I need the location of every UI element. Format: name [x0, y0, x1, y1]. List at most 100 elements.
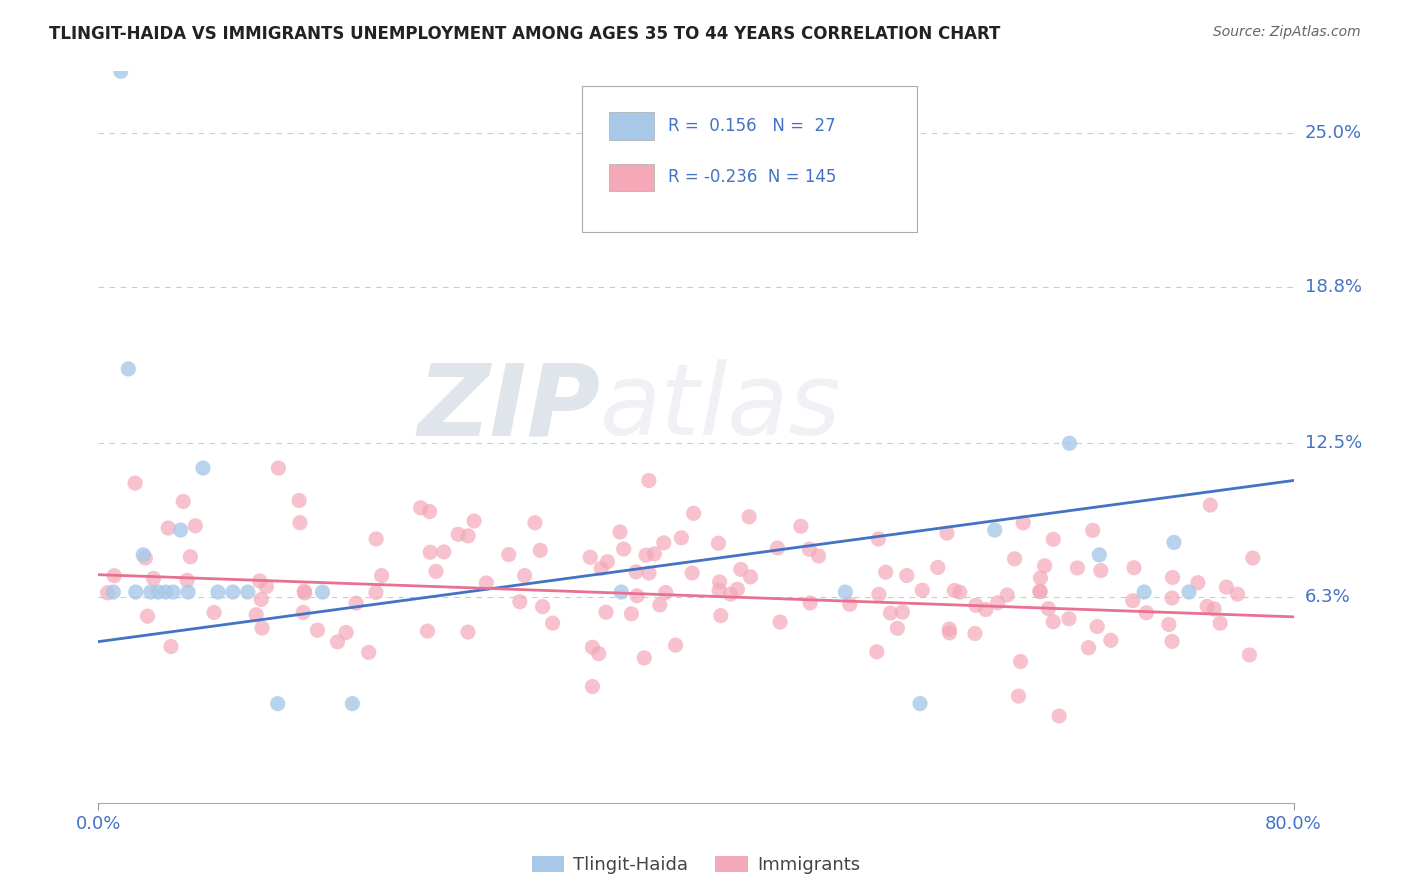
Point	[172, 494, 194, 508]
Point	[157, 521, 180, 535]
Text: R = -0.236  N = 145: R = -0.236 N = 145	[668, 169, 837, 186]
Point	[1004, 551, 1026, 566]
Text: Source: ZipAtlas.com: Source: ZipAtlas.com	[1213, 25, 1361, 39]
Point	[868, 532, 890, 546]
Point	[908, 697, 931, 711]
Point	[176, 574, 198, 588]
Point	[125, 585, 148, 599]
Point	[834, 585, 856, 599]
Point	[579, 550, 602, 565]
Point	[1133, 585, 1156, 599]
Point	[433, 545, 456, 559]
Point	[254, 580, 277, 594]
Point	[364, 585, 387, 599]
Point	[633, 651, 655, 665]
Point	[342, 697, 364, 711]
Point	[609, 524, 631, 539]
Point	[307, 623, 329, 637]
Point	[207, 585, 229, 599]
Point	[498, 548, 520, 562]
Point	[1161, 634, 1184, 648]
Point	[581, 640, 603, 655]
Point	[866, 645, 889, 659]
Point	[707, 583, 730, 598]
Point	[1042, 615, 1064, 629]
Point	[541, 616, 564, 631]
Point	[799, 542, 821, 557]
Point	[636, 548, 658, 562]
Point	[463, 514, 485, 528]
Point	[1090, 564, 1112, 578]
Point	[162, 585, 184, 599]
Point	[891, 605, 914, 619]
Point	[1029, 584, 1052, 599]
Text: 6.3%: 6.3%	[1305, 588, 1350, 606]
Legend: Tlingit-Haida, Immigrants: Tlingit-Haida, Immigrants	[524, 849, 868, 881]
Point	[1161, 591, 1184, 605]
Point	[1029, 571, 1052, 585]
Point	[288, 493, 311, 508]
Text: TLINGIT-HAIDA VS IMMIGRANTS UNEMPLOYMENT AMONG AGES 35 TO 44 YEARS CORRELATION C: TLINGIT-HAIDA VS IMMIGRANTS UNEMPLOYMENT…	[49, 25, 1001, 43]
Point	[620, 607, 643, 621]
Point	[1081, 524, 1104, 538]
Text: ZIP: ZIP	[418, 359, 600, 457]
Point	[1122, 593, 1144, 607]
Point	[665, 638, 688, 652]
Point	[868, 587, 890, 601]
Point	[927, 560, 949, 574]
Point	[1099, 633, 1122, 648]
Point	[509, 595, 531, 609]
Point	[613, 542, 636, 557]
Point	[292, 584, 315, 599]
Point	[416, 624, 439, 639]
Point	[236, 585, 259, 599]
Point	[965, 599, 987, 613]
Point	[638, 566, 661, 580]
Point	[886, 621, 908, 635]
Point	[370, 568, 392, 582]
Point	[1199, 498, 1222, 512]
Point	[475, 576, 498, 591]
Point	[588, 647, 610, 661]
Point	[366, 532, 388, 546]
Point	[357, 645, 380, 659]
Point	[531, 599, 554, 614]
Point	[995, 588, 1018, 602]
Point	[1038, 601, 1060, 615]
Point	[610, 585, 633, 599]
Point	[707, 536, 730, 550]
Point	[1163, 535, 1185, 549]
Point	[936, 526, 959, 541]
Point	[911, 583, 934, 598]
Point	[249, 574, 271, 588]
Point	[591, 561, 613, 575]
Point	[222, 585, 245, 599]
Point	[513, 568, 536, 582]
Point	[984, 523, 1007, 537]
Point	[879, 606, 901, 620]
Text: R =  0.156   N =  27: R = 0.156 N = 27	[668, 117, 837, 136]
Text: 12.5%: 12.5%	[1305, 434, 1362, 452]
Point	[110, 64, 132, 78]
Point	[250, 592, 273, 607]
Point	[725, 582, 748, 597]
Point	[1066, 561, 1088, 575]
Point	[581, 680, 603, 694]
Point	[1197, 599, 1219, 614]
Point	[132, 548, 155, 562]
Point	[1010, 655, 1032, 669]
Point	[1047, 709, 1070, 723]
Point	[943, 583, 966, 598]
Point	[245, 607, 267, 622]
Point	[447, 527, 470, 541]
Point	[117, 362, 139, 376]
Point	[974, 602, 997, 616]
Point	[720, 587, 742, 601]
Point	[637, 474, 659, 488]
Point	[184, 519, 207, 533]
Point	[134, 551, 156, 566]
Point	[1187, 575, 1209, 590]
Bar	[609, 163, 654, 191]
Point	[457, 529, 479, 543]
Point	[1012, 516, 1035, 530]
